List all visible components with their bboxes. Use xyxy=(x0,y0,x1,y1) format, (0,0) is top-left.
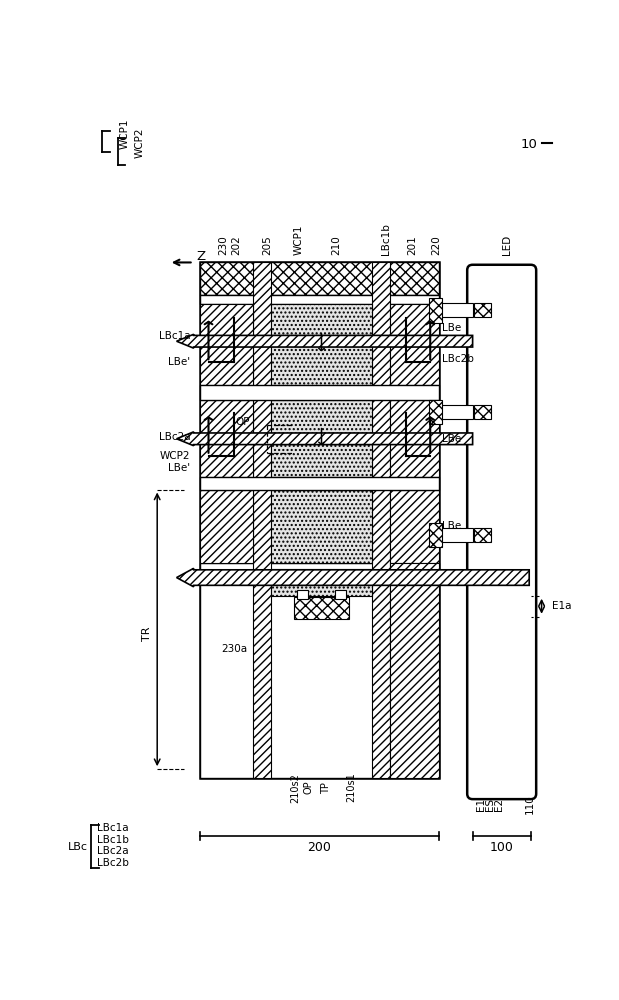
Text: OP: OP xyxy=(303,781,313,794)
Text: 205: 205 xyxy=(262,235,272,255)
Text: LBe: LBe xyxy=(441,521,461,531)
Text: 210s1: 210s1 xyxy=(346,773,356,802)
Bar xyxy=(335,590,346,599)
Text: LED: LED xyxy=(501,234,512,255)
Text: 110: 110 xyxy=(524,795,535,814)
Text: LBc2a: LBc2a xyxy=(159,432,191,442)
Bar xyxy=(438,405,473,419)
Bar xyxy=(253,262,271,778)
Text: LBc2b: LBc2b xyxy=(441,354,474,364)
Text: 200: 200 xyxy=(307,841,331,854)
Text: 202: 202 xyxy=(232,235,241,255)
Bar xyxy=(271,569,372,596)
Bar xyxy=(200,262,438,778)
Text: WCP2: WCP2 xyxy=(160,451,191,461)
Text: 230: 230 xyxy=(219,235,228,255)
Bar xyxy=(429,298,441,323)
Bar xyxy=(391,563,438,778)
Text: LBe': LBe' xyxy=(168,357,191,367)
Text: LBc: LBc xyxy=(68,842,89,852)
Bar xyxy=(429,400,441,424)
Text: LBc1a: LBc1a xyxy=(97,823,129,833)
Text: LBe': LBe' xyxy=(168,463,191,473)
Text: LBc2a: LBc2a xyxy=(97,846,129,856)
Bar xyxy=(294,597,349,619)
Bar xyxy=(391,304,438,385)
FancyBboxPatch shape xyxy=(467,265,536,799)
Text: E2: E2 xyxy=(495,798,504,811)
Bar xyxy=(271,304,372,385)
Bar xyxy=(438,528,473,542)
Text: 10: 10 xyxy=(521,138,538,151)
Text: 220: 220 xyxy=(431,235,441,255)
Text: Z: Z xyxy=(197,250,206,263)
Text: LBe: LBe xyxy=(441,323,461,333)
Text: 210s2: 210s2 xyxy=(291,773,301,803)
Bar xyxy=(391,400,438,477)
Text: E1: E1 xyxy=(476,798,486,811)
Polygon shape xyxy=(176,432,473,446)
Bar xyxy=(200,295,438,304)
Bar xyxy=(474,405,491,419)
Bar xyxy=(200,304,253,385)
Text: E1a: E1a xyxy=(552,601,572,611)
Bar xyxy=(474,528,491,542)
Bar xyxy=(372,262,391,778)
Bar xyxy=(474,303,491,317)
Text: WCP1: WCP1 xyxy=(119,119,129,149)
Bar xyxy=(200,490,253,563)
Bar xyxy=(271,490,372,563)
Bar xyxy=(200,262,438,295)
Text: WCP1: WCP1 xyxy=(293,224,303,255)
Bar xyxy=(200,477,438,490)
Text: 210: 210 xyxy=(332,235,342,255)
Text: TP: TP xyxy=(321,782,332,794)
Text: 100: 100 xyxy=(490,841,514,854)
Text: 230a: 230a xyxy=(222,644,248,654)
Bar xyxy=(200,563,438,778)
Bar xyxy=(438,303,473,317)
Bar xyxy=(271,400,372,477)
Polygon shape xyxy=(176,568,529,587)
Bar xyxy=(200,400,253,477)
Text: LBc1a: LBc1a xyxy=(159,331,191,341)
Text: ES: ES xyxy=(485,798,495,811)
Text: LBc1b: LBc1b xyxy=(97,835,129,845)
Text: LBc2b: LBc2b xyxy=(97,858,129,868)
Text: TR: TR xyxy=(142,627,152,641)
Bar xyxy=(200,385,438,400)
Bar xyxy=(297,590,308,599)
Text: OP: OP xyxy=(235,417,249,427)
Polygon shape xyxy=(176,334,473,348)
Text: LBe: LBe xyxy=(441,434,461,444)
Text: WCP2: WCP2 xyxy=(135,128,145,158)
Text: LBc1b: LBc1b xyxy=(381,223,391,255)
Text: 201: 201 xyxy=(407,235,417,255)
Bar xyxy=(391,490,438,563)
Bar xyxy=(429,523,441,547)
